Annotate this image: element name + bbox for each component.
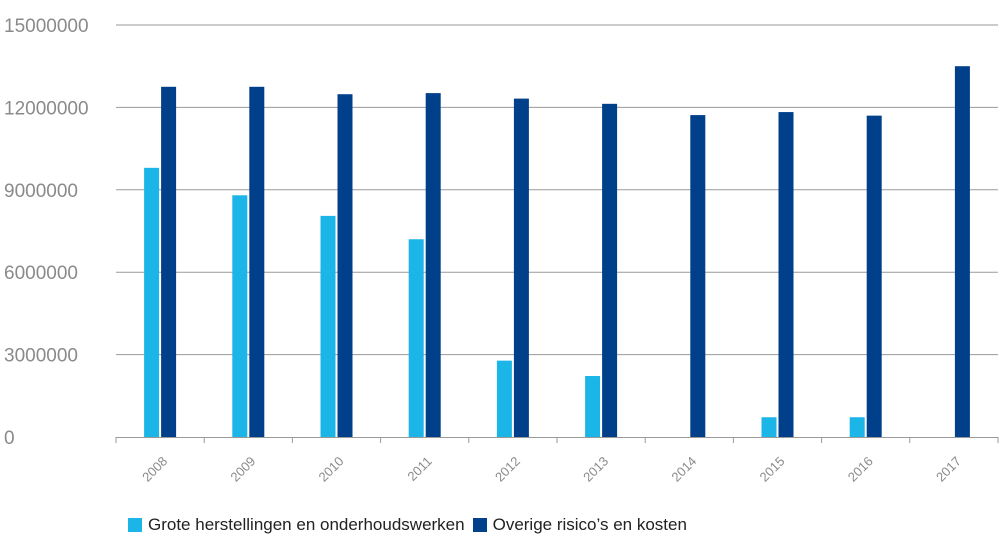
bar-overige-risicos-2008 [161, 86, 177, 438]
bar-grote-herstellingen-2013 [585, 376, 601, 437]
bar-overige-risicos-2012 [513, 98, 529, 438]
legend-item-grote-herstellingen: Grote herstellingen en onderhoudswerken [128, 515, 465, 535]
y-tick-label: 0 [4, 428, 15, 449]
bar-chart: 0 3000000 6000000 9000000 12000000 15000000 2… [4, 16, 999, 485]
y-axis-tick-labels: 0 3000000 6000000 9000000 12000000 15000000 [4, 16, 89, 449]
bar-grote-herstellingen-2012 [496, 360, 512, 437]
legend-label-grote-herstellingen: Grote herstellingen en onderhoudswerken [148, 515, 465, 534]
x-tick-label: 2008 [139, 454, 170, 485]
x-tick-label: 2013 [580, 454, 611, 485]
bar-grote-herstellingen-2008 [144, 167, 160, 437]
bar-overige-risicos-2016 [866, 115, 882, 437]
bars [144, 66, 970, 438]
bar-grote-herstellingen-2009 [232, 195, 248, 437]
bar-overige-risicos-2010 [337, 94, 353, 437]
bar-overige-risicos-2011 [425, 93, 441, 437]
x-axis-tick-labels: 2008 2009 2010 2011 2012 2013 2014 2015 2016 2017 [139, 454, 964, 485]
x-tick-label: 2012 [492, 454, 523, 485]
x-tick-label: 2014 [668, 454, 699, 485]
bar-overige-risicos-2013 [602, 103, 618, 437]
bar-overige-risicos-2014 [690, 115, 706, 437]
x-tick-label: 2009 [227, 454, 258, 485]
y-tick-label: 9000000 [4, 181, 78, 202]
x-tick-label: 2011 [404, 454, 434, 484]
legend: Grote herstellingen en onderhoudswerken … [128, 515, 695, 535]
bar-grote-herstellingen-2015 [761, 417, 777, 437]
gridlines [116, 24, 998, 356]
legend-swatch-grote-herstellingen [128, 518, 142, 532]
y-tick-label: 6000000 [4, 263, 78, 284]
x-tick-label: 2016 [845, 454, 876, 485]
y-tick-label: 12000000 [4, 98, 89, 119]
legend-label-overige-risicos: Overige risico’s en kosten [492, 515, 687, 534]
bar-overige-risicos-2009 [249, 86, 265, 438]
x-axis [115, 437, 999, 443]
bar-overige-risicos-2017 [954, 66, 970, 437]
bar-grote-herstellingen-2010 [320, 215, 336, 437]
bar-grote-herstellingen-2011 [408, 239, 424, 437]
y-tick-label: 15000000 [4, 16, 89, 37]
legend-item-overige-risicos: Overige risico’s en kosten [472, 515, 687, 535]
x-tick-label: 2015 [757, 454, 788, 485]
y-tick-label: 3000000 [4, 346, 78, 367]
bar-overige-risicos-2015 [778, 112, 794, 437]
x-tick-label: 2017 [933, 454, 964, 485]
bar-grote-herstellingen-2016 [849, 417, 865, 437]
legend-swatch-overige-risicos [472, 518, 487, 532]
x-tick-label: 2010 [316, 454, 347, 485]
